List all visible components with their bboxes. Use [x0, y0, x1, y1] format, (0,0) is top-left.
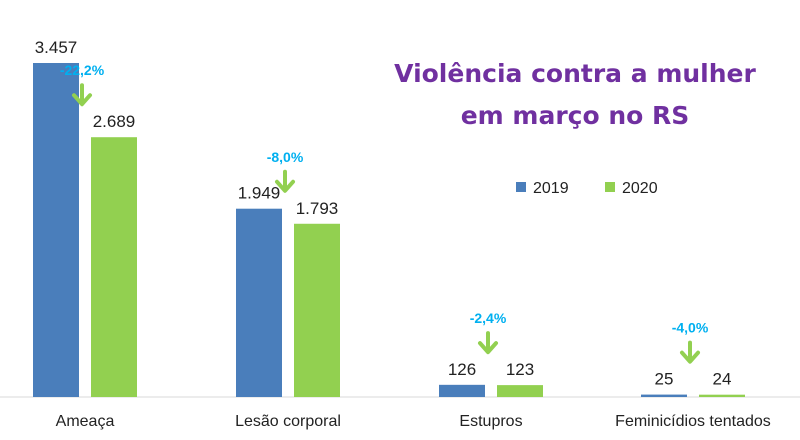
- bar-2019-3: [641, 394, 687, 397]
- data-label-2020-1: 1.793: [296, 199, 339, 218]
- bar-2020-2: [497, 385, 543, 397]
- category-label-1: Lesão corporal: [235, 413, 341, 430]
- chart-marks: 3.457 2.689 Ameaça -22,2% 1.949 1.793 Lesão co…: [33, 38, 771, 430]
- data-label-2019-2: 126: [448, 360, 476, 379]
- bar-2019-2: [439, 384, 485, 397]
- bar-2019-1: [236, 208, 282, 397]
- data-label-2019-0: 3.457: [35, 38, 78, 57]
- category-label-0: Ameaça: [56, 413, 115, 430]
- category-label-2: Estupros: [459, 413, 522, 430]
- percent-change-1: -8,0%: [267, 149, 304, 165]
- legend-label-2020: 2020: [622, 180, 658, 197]
- legend-swatch-2020: [605, 182, 615, 192]
- category-label-3: Feminicídios tentados: [615, 413, 771, 430]
- data-label-2020-0: 2.689: [93, 112, 136, 131]
- percent-change-2: -2,4%: [470, 310, 507, 326]
- bar-2020-0: [91, 137, 137, 397]
- bar-2020-1: [294, 223, 340, 397]
- chart-title-line-1: Violência contra a mulher: [394, 59, 756, 88]
- bar-2020-3: [699, 394, 745, 397]
- bar-2019-0: [33, 63, 79, 397]
- data-label-2020-2: 123: [506, 360, 534, 379]
- down-arrow-icon: [680, 340, 700, 364]
- data-label-2019-3: 25: [655, 370, 674, 389]
- data-label-2020-3: 24: [713, 370, 732, 389]
- percent-change-3: -4,0%: [672, 320, 709, 336]
- legend: 2019 2020: [516, 180, 658, 197]
- down-arrow-icon: [478, 331, 498, 355]
- percent-change-0: -22,2%: [60, 62, 105, 78]
- data-label-2019-1: 1.949: [238, 184, 281, 203]
- legend-label-2019: 2019: [533, 180, 569, 197]
- down-arrow-icon: [72, 83, 92, 107]
- down-arrow-icon: [275, 169, 295, 193]
- legend-swatch-2019: [516, 182, 526, 192]
- chart-title-line-2: em março no RS: [461, 101, 690, 130]
